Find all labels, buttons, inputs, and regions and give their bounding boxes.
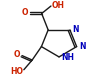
Text: NH: NH [61,53,74,62]
Text: N: N [79,42,85,51]
Text: O: O [14,50,20,59]
Text: N: N [72,25,79,34]
Text: O: O [21,8,28,17]
Text: OH: OH [52,1,65,10]
Text: HO: HO [10,67,23,76]
